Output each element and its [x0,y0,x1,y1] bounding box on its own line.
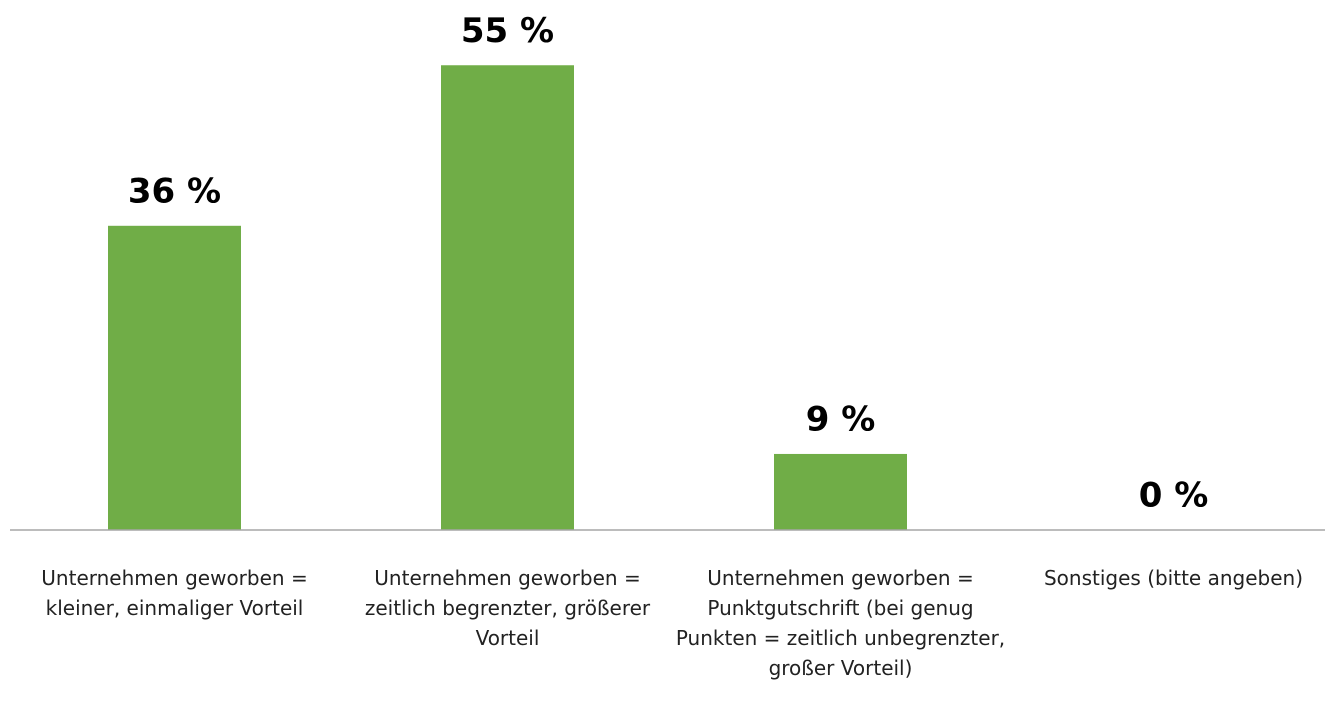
bar [774,453,907,530]
value-label: 9 % [806,399,876,439]
bar [441,65,574,530]
x-tick-label: Unternehmen geworben = kleiner, einmalig… [41,566,308,620]
value-label: 36 % [128,171,221,211]
x-tick-label: Unternehmen geworben = zeitlich begrenzt… [364,566,651,650]
x-tick-label: Sonstiges (bitte angeben) [1043,566,1303,590]
x-tick-label: Unternehmen geworben = Punktgutschrift (… [675,566,1006,680]
value-label: 0 % [1139,476,1209,516]
value-label: 55 % [461,11,554,51]
bar [108,225,241,531]
